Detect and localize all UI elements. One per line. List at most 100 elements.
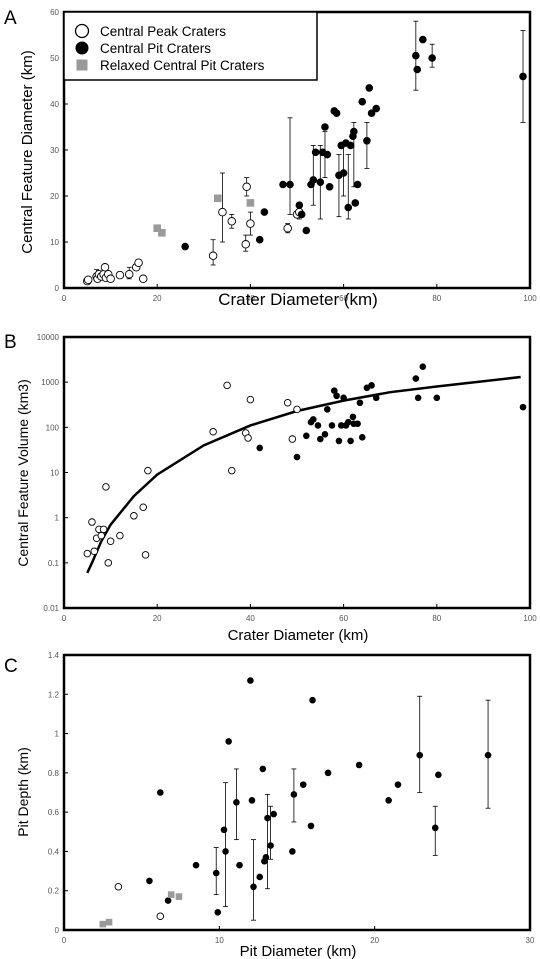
filled-circle-point bbox=[250, 883, 257, 891]
open-circle-point bbox=[283, 223, 292, 233]
filled-circle-point bbox=[435, 771, 442, 779]
filled-circle-point bbox=[350, 127, 358, 136]
filled-circle-point bbox=[433, 394, 441, 402]
filled-circle-point bbox=[358, 434, 366, 441]
filled-circle-point bbox=[344, 418, 352, 426]
x-tick-label: 20 bbox=[153, 614, 162, 623]
y-tick-label: 0.6 bbox=[48, 808, 60, 817]
y-tick-label: 0 bbox=[55, 926, 60, 935]
open-circle-point bbox=[144, 466, 152, 475]
gray-square-point bbox=[213, 194, 222, 203]
legend-entry-central-peak: Central Peak Craters bbox=[100, 24, 226, 39]
filled-circle-point bbox=[428, 54, 436, 62]
filled-circle-point bbox=[413, 65, 422, 74]
filled-circle-point bbox=[270, 810, 278, 818]
filled-circle-point bbox=[519, 403, 527, 411]
y-tick-label: 1 bbox=[55, 730, 60, 739]
y-tick-label: 0.2 bbox=[48, 887, 60, 896]
filled-circle-point bbox=[351, 199, 360, 207]
x-tick-label: 30 bbox=[526, 936, 535, 945]
y-tick-label: 30 bbox=[50, 146, 59, 155]
gray-square-point bbox=[246, 199, 255, 207]
filled-circle-point bbox=[323, 406, 331, 413]
open-circle-point bbox=[288, 435, 297, 443]
open-circle-point bbox=[139, 503, 147, 512]
filled-circle-point bbox=[181, 242, 189, 251]
x-tick-label: 60 bbox=[339, 294, 348, 303]
filled-circle-point bbox=[220, 826, 228, 834]
x-tick-label: 60 bbox=[339, 614, 348, 623]
open-circle-point bbox=[106, 537, 115, 546]
filled-circle-point bbox=[519, 72, 527, 81]
filled-circle-point bbox=[192, 861, 200, 869]
x-tick-label: 80 bbox=[432, 294, 441, 303]
y-tick-label: 20 bbox=[50, 192, 59, 201]
open-circle-point bbox=[134, 258, 143, 267]
open-circle-point bbox=[114, 883, 123, 891]
filled-circle-point bbox=[354, 420, 361, 428]
filled-circle-point bbox=[337, 422, 345, 429]
filled-circle-point bbox=[340, 394, 347, 402]
legend-entry-relaxed-pit: Relaxed Central Pit Craters bbox=[100, 58, 265, 73]
y-tick-label: 0.01 bbox=[43, 604, 59, 613]
filled-circle-point bbox=[328, 422, 336, 429]
panel-a-xlabel: Crater Diameter (km) bbox=[218, 290, 378, 309]
open-circle-point bbox=[116, 531, 124, 540]
panel-c-ylabel: Pit Depth (km) bbox=[15, 747, 31, 836]
open-circle-point bbox=[99, 525, 108, 534]
filled-circle-point bbox=[355, 761, 363, 769]
fit-curve bbox=[86, 375, 521, 574]
open-circle-point bbox=[83, 275, 93, 284]
y-tick-label: 1000 bbox=[41, 378, 59, 387]
open-circle-point bbox=[88, 518, 96, 526]
open-circle-point bbox=[130, 512, 138, 520]
y-tick-label: 0.1 bbox=[48, 559, 60, 568]
y-tick-label: 0.4 bbox=[48, 847, 60, 856]
filled-circle-point bbox=[267, 842, 274, 849]
y-tick-label: 1.4 bbox=[48, 651, 60, 660]
filled-circle-point bbox=[299, 781, 307, 788]
filled-circle-point bbox=[262, 854, 270, 861]
filled-circle-point bbox=[302, 226, 311, 235]
open-circle-point bbox=[208, 251, 218, 261]
filled-circle-point bbox=[146, 877, 153, 885]
filled-circle-point bbox=[248, 797, 256, 804]
x-tick-label: 10 bbox=[215, 936, 224, 945]
open-circle-point bbox=[141, 551, 150, 559]
panel-a-ylabel: Central Feature Diameter (km) bbox=[19, 50, 36, 253]
filled-circle-point bbox=[394, 781, 402, 788]
y-tick-label: 50 bbox=[50, 54, 59, 63]
panel-b-chart: B 0 20 40 60 80 100 0.01 0.1 1 10 100 1000 10000 Cr… bbox=[4, 332, 537, 644]
open-circle-point bbox=[124, 269, 134, 279]
filled-circle-point bbox=[293, 453, 301, 461]
open-circle-point bbox=[156, 912, 165, 921]
filled-circle-point bbox=[286, 180, 294, 189]
filled-circle-point bbox=[332, 109, 341, 117]
filled-circle-point bbox=[255, 235, 264, 244]
open-circle-point bbox=[83, 549, 92, 558]
filled-circle-point bbox=[233, 799, 240, 806]
gray-square-point bbox=[158, 229, 166, 237]
filled-circle-point bbox=[353, 180, 362, 189]
y-tick-label: 100 bbox=[46, 423, 60, 432]
filled-circle-point bbox=[247, 677, 254, 684]
filled-circle-point bbox=[372, 394, 380, 402]
filled-circle-point bbox=[321, 123, 329, 131]
x-tick-label: 20 bbox=[370, 936, 379, 945]
x-tick-label: 100 bbox=[523, 614, 537, 623]
y-tick-label: 10000 bbox=[37, 333, 60, 342]
panel-c-letter: C bbox=[4, 656, 18, 677]
filled-circle-point bbox=[372, 104, 381, 113]
y-tick-label: 1 bbox=[55, 514, 60, 523]
filled-circle-point bbox=[290, 791, 298, 798]
gray-square-point bbox=[167, 891, 175, 898]
filled-circle-point bbox=[412, 51, 420, 60]
filled-circle-point bbox=[484, 751, 492, 759]
x-tick-label: 0 bbox=[62, 294, 67, 303]
filled-circle-point bbox=[307, 822, 315, 830]
open-circle-point bbox=[209, 427, 217, 436]
filled-circle-point bbox=[339, 169, 348, 177]
filled-circle-point bbox=[358, 97, 367, 106]
filled-circle-point bbox=[333, 392, 340, 400]
